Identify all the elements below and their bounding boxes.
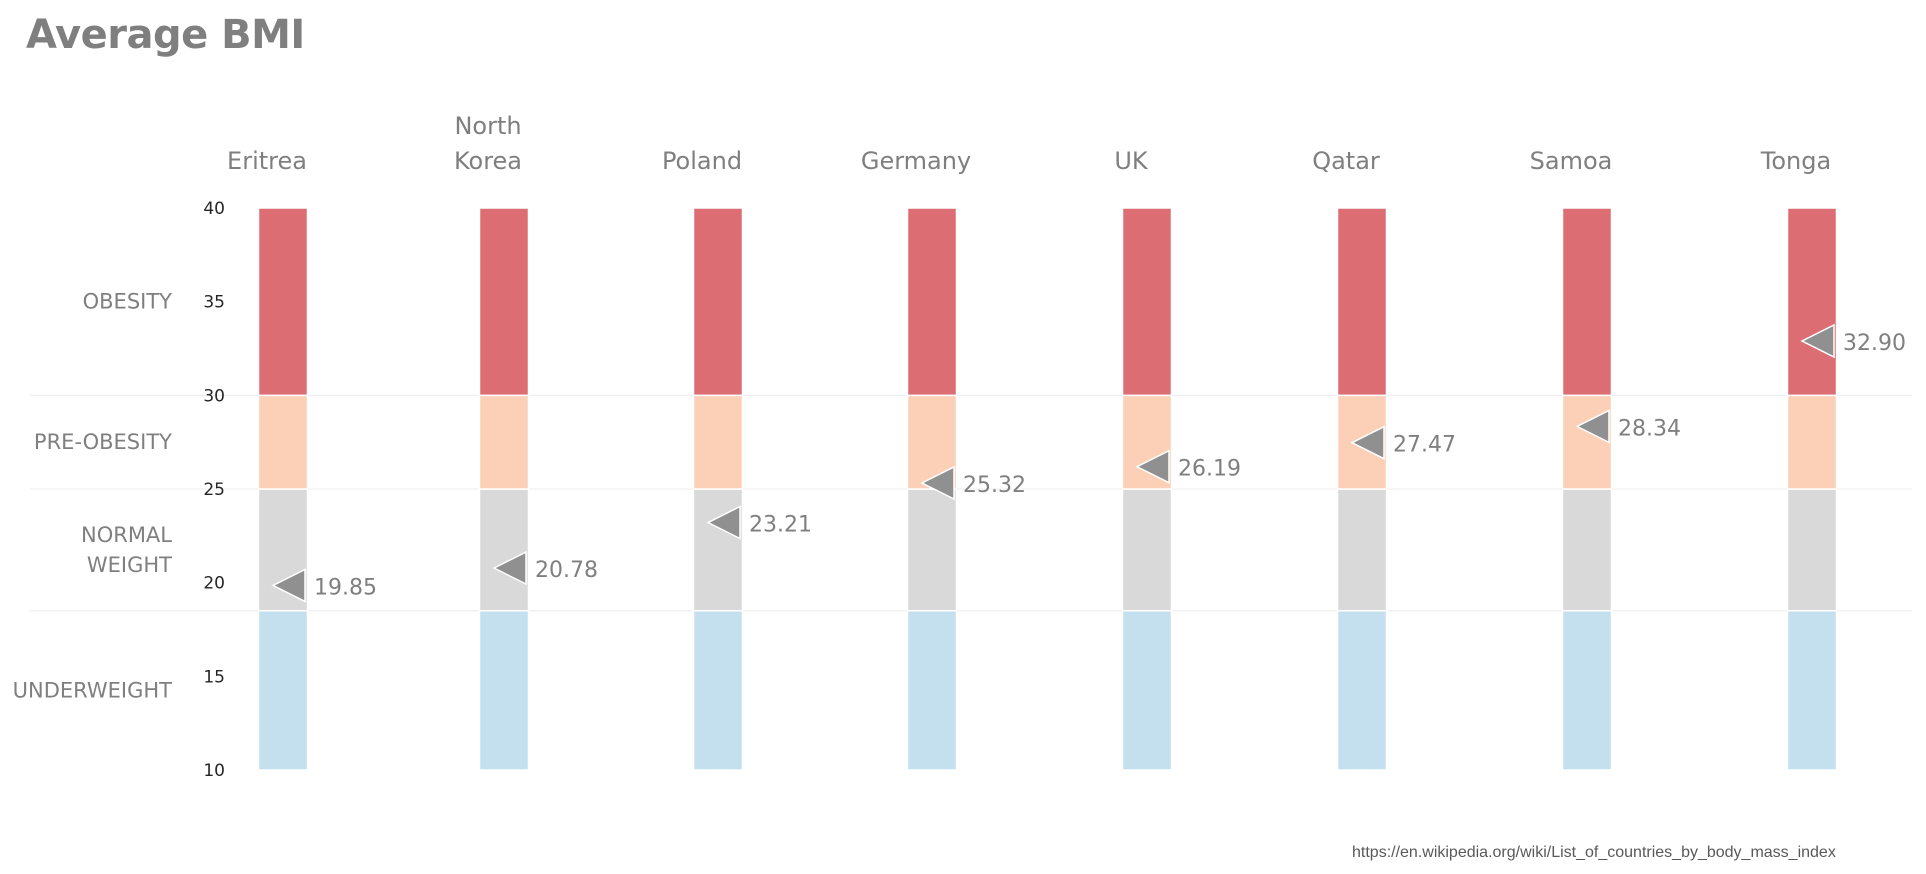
value-marker <box>271 568 306 603</box>
bar-segment-pre-obesity <box>478 394 530 490</box>
bar-segment-underweight <box>1121 610 1173 771</box>
bar-uk <box>1121 207 1173 771</box>
bar-segment-underweight <box>478 610 530 771</box>
bars <box>257 207 1838 771</box>
value-marker <box>1575 409 1610 444</box>
bar-poland <box>692 207 744 771</box>
y-tick-label: 15 <box>203 667 225 687</box>
value-marker <box>1800 323 1835 359</box>
category-label: North Korea <box>454 112 522 175</box>
bar-segment-underweight <box>1336 610 1388 771</box>
bar-tonga <box>1786 207 1838 771</box>
value-marker <box>706 505 741 540</box>
bar-segment-underweight <box>692 610 744 771</box>
band-label-1: NORMAL WEIGHT <box>81 523 172 577</box>
y-axis-ticks: 10 15 20 25 30 35 40 <box>203 199 225 781</box>
value-label: 27.47 <box>1393 433 1456 458</box>
bar-qatar <box>1336 207 1388 771</box>
value-markers: 19.85 20.78 23.21 25.32 26.19 27.47 28.34 32.90 <box>271 323 1906 603</box>
bar-segment-obesity <box>257 207 309 397</box>
band-label-3: OBESITY <box>83 290 173 314</box>
value-label: 26.19 <box>1178 457 1241 482</box>
category-label: Qatar <box>1312 147 1380 175</box>
y-tick-label: 20 <box>203 574 225 594</box>
bar-segment-underweight <box>1561 610 1613 771</box>
y-tick-label: 35 <box>203 293 225 313</box>
bar-segment-obesity <box>692 207 744 397</box>
source-link[interactable]: https://en.wikipedia.org/wiki/List_of_co… <box>1352 844 1836 861</box>
band-labels: UNDERWEIGHT NORMAL WEIGHT PRE-OBESITY OBESIT… <box>13 290 173 703</box>
bar-samoa <box>1561 207 1613 771</box>
bar-segment-normal-weight <box>906 488 958 612</box>
value-marker <box>920 465 955 501</box>
category-label: Eritrea <box>227 147 307 175</box>
bar-segment-pre-obesity <box>692 394 744 490</box>
bar-north-korea <box>478 207 530 771</box>
bar-segment-normal-weight <box>692 488 744 612</box>
chart-title: Average BMI <box>26 12 305 58</box>
bar-segment-underweight <box>257 610 309 771</box>
value-marker <box>492 550 527 586</box>
bar-segment-obesity <box>1786 207 1838 397</box>
value-label: 20.78 <box>535 558 598 583</box>
value-marker <box>1135 449 1170 484</box>
bar-segment-obesity <box>478 207 530 397</box>
y-tick-label: 10 <box>203 761 225 781</box>
bar-segment-normal-weight <box>1786 488 1838 612</box>
category-label: Tonga <box>1760 147 1831 175</box>
bar-segment-pre-obesity <box>1561 394 1613 490</box>
value-label: 25.32 <box>963 473 1026 498</box>
value-label: 23.21 <box>749 513 812 538</box>
bar-segment-pre-obesity <box>257 394 309 490</box>
bar-segment-obesity <box>1561 207 1613 397</box>
value-label: 28.34 <box>1618 416 1681 441</box>
y-tick-label: 40 <box>203 199 225 219</box>
bar-segment-underweight <box>906 610 958 771</box>
bar-segment-normal-weight <box>1336 488 1388 612</box>
bar-segment-obesity <box>1121 207 1173 397</box>
bar-segment-underweight <box>1786 610 1838 771</box>
bar-segment-obesity <box>1336 207 1388 397</box>
bar-segment-pre-obesity <box>1786 394 1838 490</box>
band-label-2: PRE-OBESITY <box>34 430 172 454</box>
bar-segment-normal-weight <box>478 488 530 612</box>
bar-segment-obesity <box>906 207 958 397</box>
y-tick-label: 25 <box>203 480 225 500</box>
bar-eritrea <box>257 207 309 771</box>
category-label: Germany <box>861 147 971 175</box>
value-marker <box>1350 425 1385 460</box>
category-label: UK <box>1114 147 1149 175</box>
category-label: Poland <box>662 147 742 175</box>
category-labels: Eritrea North Korea Poland Germany UK Qatar Sam… <box>227 112 1831 175</box>
bar-germany <box>906 207 958 771</box>
value-label: 32.90 <box>1843 331 1906 356</box>
y-tick-label: 30 <box>203 386 225 406</box>
value-label: 19.85 <box>314 575 377 600</box>
category-label: Samoa <box>1530 147 1613 175</box>
bar-segment-normal-weight <box>1561 488 1613 612</box>
band-label-0: UNDERWEIGHT <box>13 678 173 702</box>
bar-segment-normal-weight <box>1121 488 1173 612</box>
